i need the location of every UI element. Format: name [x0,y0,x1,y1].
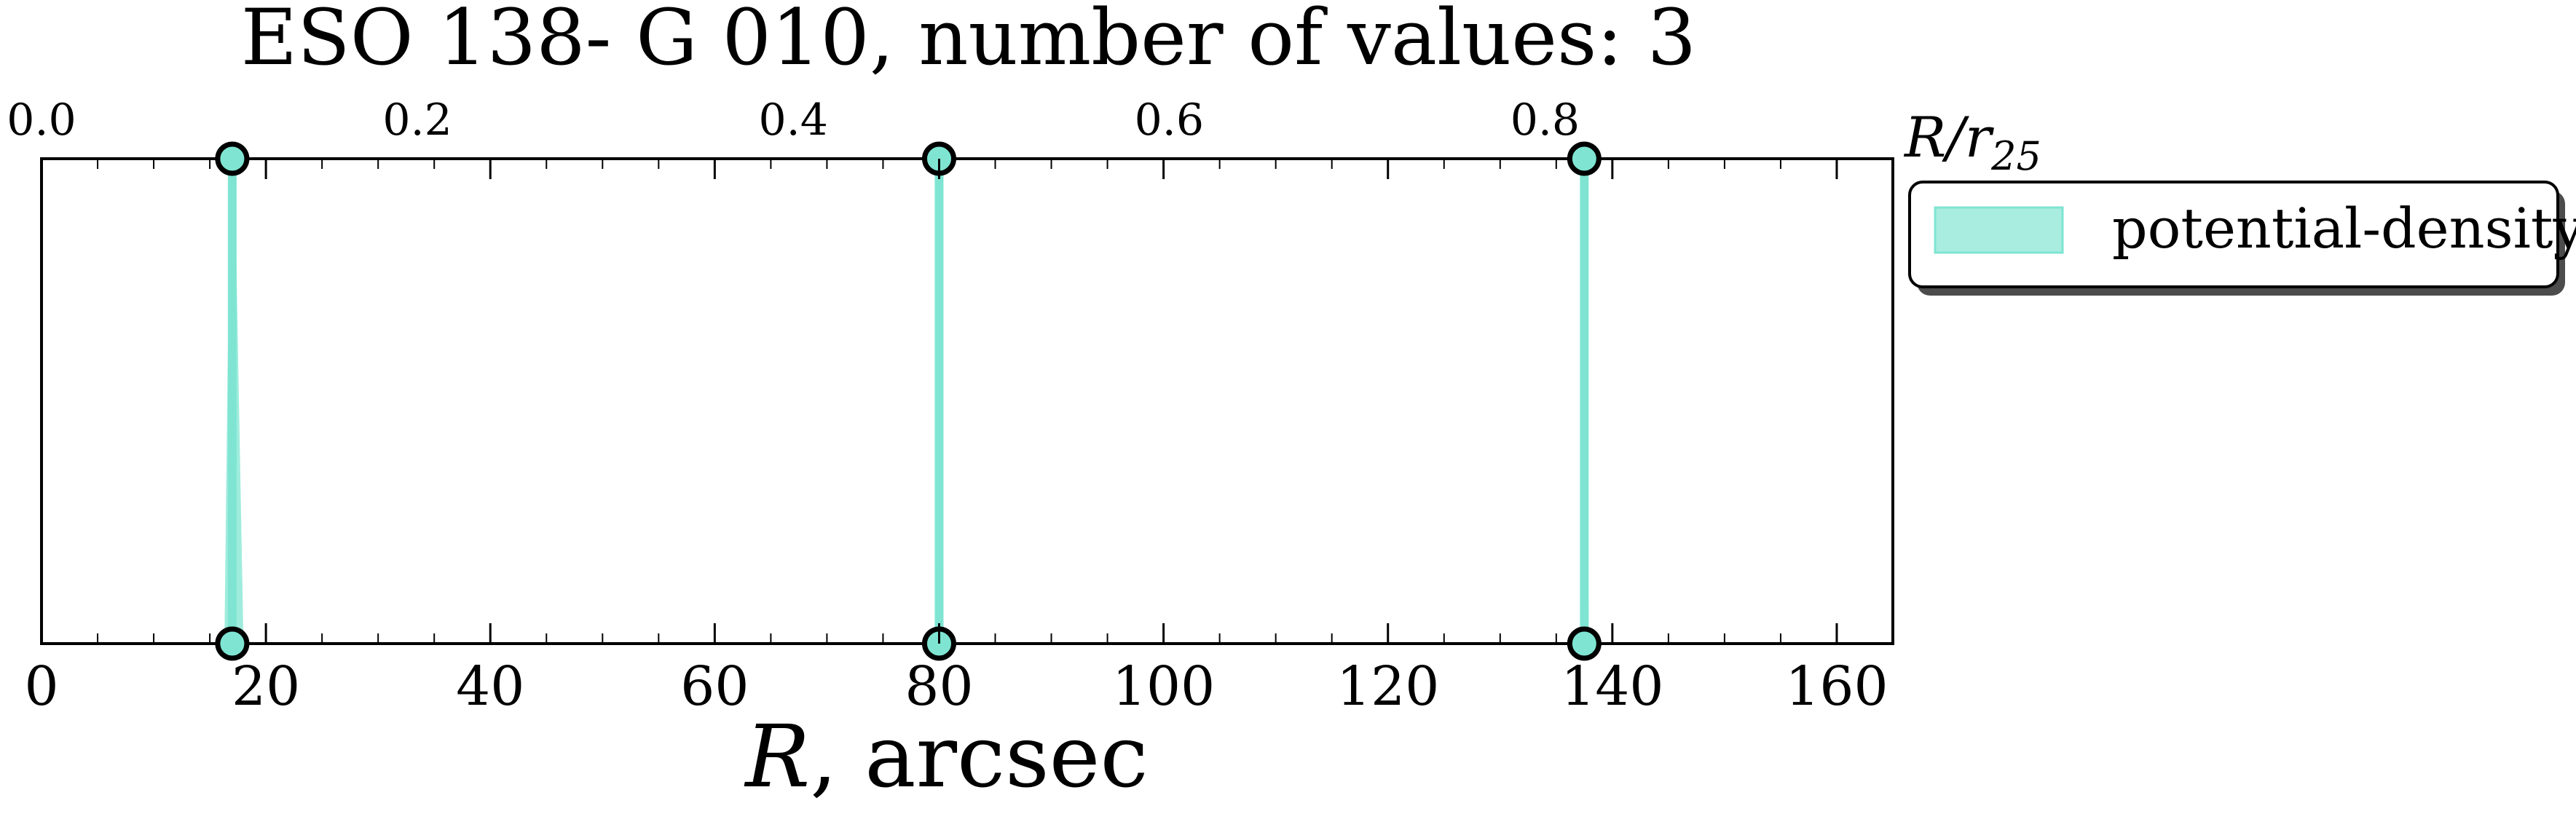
legend: potential-density [1908,181,2576,296]
top-tick-label-4: 0.8 [1510,95,1580,146]
x-tick-label-0: 0 [24,655,58,718]
series-bands [224,159,1589,644]
x-tick-label-8: 160 [1785,655,1888,718]
top-axis-label: R/r25 [1903,105,2041,179]
x-tick-label-2: 40 [456,655,524,718]
plot-frame [40,157,1894,645]
x-tick-label-5: 100 [1112,655,1215,718]
top-tick-label-3: 0.6 [1135,95,1204,146]
series-markers [215,141,1602,661]
x-tick-label-7: 140 [1561,655,1663,718]
x-tick-label-3: 60 [680,655,749,718]
x-axis-label: R, arcsec [744,706,1148,807]
legend-box [1908,181,2559,288]
top-tick-label-1: 0.2 [382,95,452,146]
legend-swatch [1934,206,2064,254]
chart-title: ESO 138- G 010, number of values: 3 [241,0,1696,82]
top-tick-label-0: 0.0 [7,95,76,146]
bottom-axis-ticks: 0 20 40 60 80 100 120 140 160 [24,159,1888,718]
top-axis-ticks: 0.0 0.2 0.4 0.6 0.8 [7,95,1580,146]
legend-label: potential-density [2112,196,2576,261]
marker-top-0-2 [1567,141,1602,176]
marker-bottom-0-0 [215,626,250,661]
marker-bottom-0-2 [1567,626,1602,661]
x-tick-label-1: 20 [232,655,300,718]
top-tick-label-2: 0.4 [758,95,827,146]
x-tick-label-6: 120 [1336,655,1439,718]
x-tick-label-4: 80 [905,655,973,718]
marker-top-0-0 [215,141,250,176]
